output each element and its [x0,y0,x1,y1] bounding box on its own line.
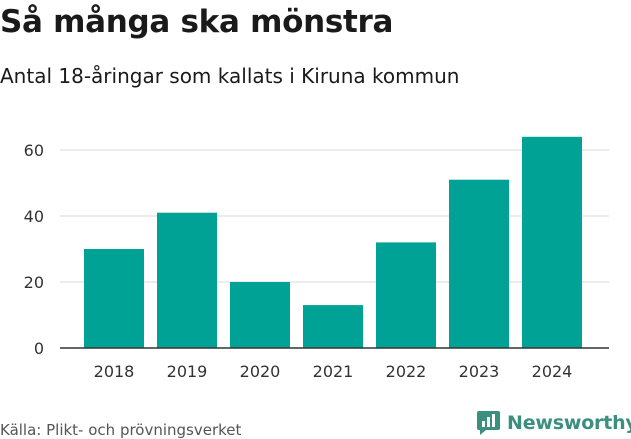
bars [84,136,582,348]
brand-logo: Newsworthy [476,408,631,438]
y-tick-labels: 0 20 40 60 [24,141,44,358]
x-tick-label-2018: 2018 [94,362,135,381]
x-tick-label-2020: 2020 [240,362,281,381]
x-tick-labels: 2018 2019 2020 2021 2022 2023 2024 [94,362,573,381]
y-tick-label: 40 [24,207,44,226]
newsworthy-logo-icon [477,411,500,435]
x-tick-label-2023: 2023 [459,362,500,381]
chart-title: Så många ska mönstra [0,4,394,40]
brand-name: Newsworthy [507,412,631,434]
y-tick-label: 0 [34,339,44,358]
y-tick-label: 20 [24,273,44,292]
x-tick-label-2021: 2021 [313,362,354,381]
gridlines [60,149,609,283]
x-tick-label-2019: 2019 [167,362,208,381]
bar-2023 [449,179,509,348]
bar-2018 [84,249,144,348]
bar-2022 [376,242,436,348]
bar-2024 [522,136,582,348]
bar-2021 [303,305,363,348]
x-tick-label-2022: 2022 [386,362,427,381]
y-tick-label: 60 [24,141,44,160]
bar-2020 [230,282,290,348]
chart-subtitle: Antal 18-åringar som kallats i Kiruna ko… [0,64,460,88]
source-note: Källa: Plikt- och prövningsverket [0,421,242,439]
bar-chart: 0 20 40 60 2018 2019 2020 2021 2022 2023 2024 [24,136,609,381]
x-tick-label-2024: 2024 [532,362,573,381]
bar-2019 [157,212,217,348]
